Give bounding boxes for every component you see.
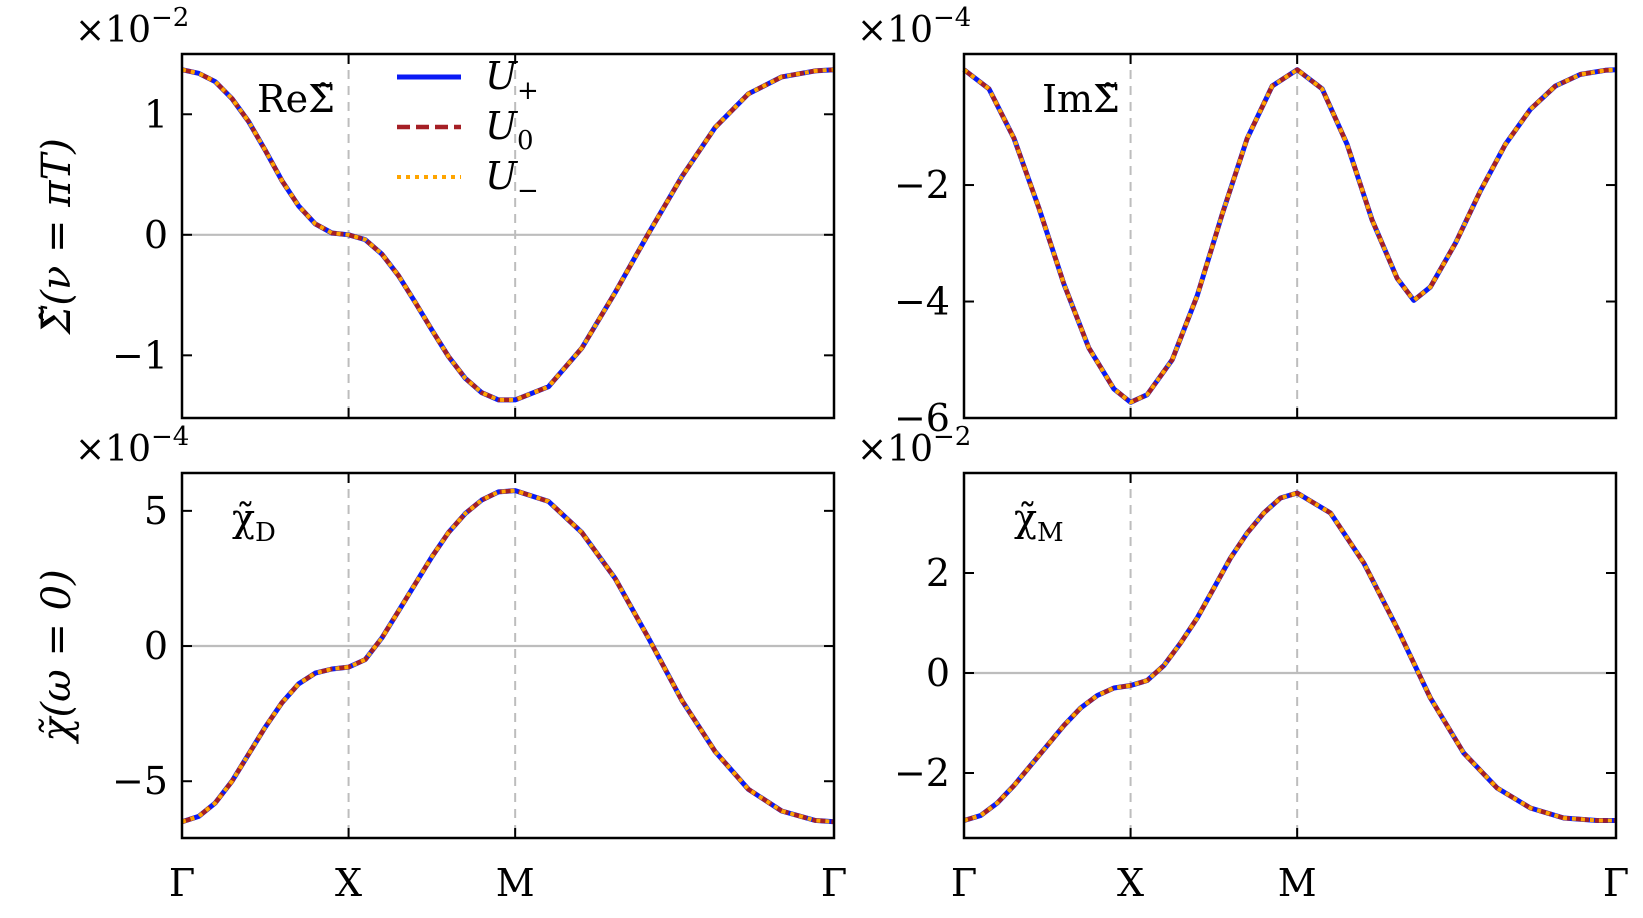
- x-tick-label: Γ: [1603, 861, 1629, 905]
- scale-exponent: ×10−4: [857, 3, 971, 51]
- y-tick-label: −5: [112, 759, 168, 803]
- x-tick-label: Γ: [821, 861, 847, 905]
- series-line-u-zero: [181, 488, 835, 825]
- series-line-u-minus: [181, 67, 835, 402]
- panel-label: χ̃D: [232, 496, 276, 548]
- y-tick-label: −6: [894, 396, 950, 440]
- y-tick-label: 5: [144, 489, 168, 533]
- y-tick-label: 0: [144, 213, 168, 257]
- y-axis-title: χ̃(ω = 0): [34, 569, 80, 744]
- x-tick-label: X: [1117, 861, 1144, 905]
- panel-3: Γ X M Γ −5 0 5 ×10−4 χ̃D χ̃(ω = 0): [34, 422, 847, 905]
- x-tick-label: M: [1278, 861, 1317, 905]
- panel-4: Γ X M Γ −2 0 2 ×10−2 χ̃M: [857, 422, 1629, 905]
- panel-label: ReΣ̃: [257, 77, 335, 121]
- legend-label: U0: [485, 104, 534, 156]
- y-tick-label: 2: [926, 551, 950, 595]
- series-line-u-zero: [962, 67, 1617, 405]
- series-line-u-minus: [181, 488, 835, 824]
- x-tick-label: M: [496, 861, 535, 905]
- series-line-u-minus: [963, 491, 1616, 823]
- y-axis-title: Σ̃(ν = πT): [34, 138, 80, 336]
- y-tick-label: −2: [894, 163, 950, 207]
- panel-2: −6 −4 −2 ×10−4 ImΣ̃: [857, 3, 1618, 440]
- axes-frame: [180, 52, 836, 420]
- legend-label: U+: [485, 54, 539, 106]
- axes-frame: [962, 471, 1618, 840]
- legend-label: U−: [485, 154, 539, 206]
- axes-frame: [180, 471, 836, 840]
- x-tick-label: Γ: [169, 861, 195, 905]
- y-tick-label: −1: [112, 333, 168, 377]
- scale-exponent: ×10−2: [857, 422, 971, 470]
- y-tick-label: 0: [144, 624, 168, 668]
- y-tick-label: 0: [926, 651, 950, 695]
- y-tick-label: 1: [144, 92, 168, 136]
- x-tick-label: X: [335, 861, 362, 905]
- y-tick-label: −4: [894, 280, 950, 324]
- series-line-u-zero: [181, 67, 835, 403]
- panel-label: ImΣ̃: [1042, 77, 1120, 121]
- panel-1: −1 0 1 ×10−2 ReΣ̃ Σ̃(ν = πT) U+U0U−: [34, 3, 836, 420]
- x-tick-label: Γ: [951, 861, 977, 905]
- y-tick-label: −2: [894, 751, 950, 795]
- scale-exponent: ×10−2: [75, 3, 189, 51]
- panel-label: χ̃M: [1014, 496, 1064, 548]
- scale-exponent: ×10−4: [75, 422, 189, 470]
- axes-frame: [962, 52, 1618, 420]
